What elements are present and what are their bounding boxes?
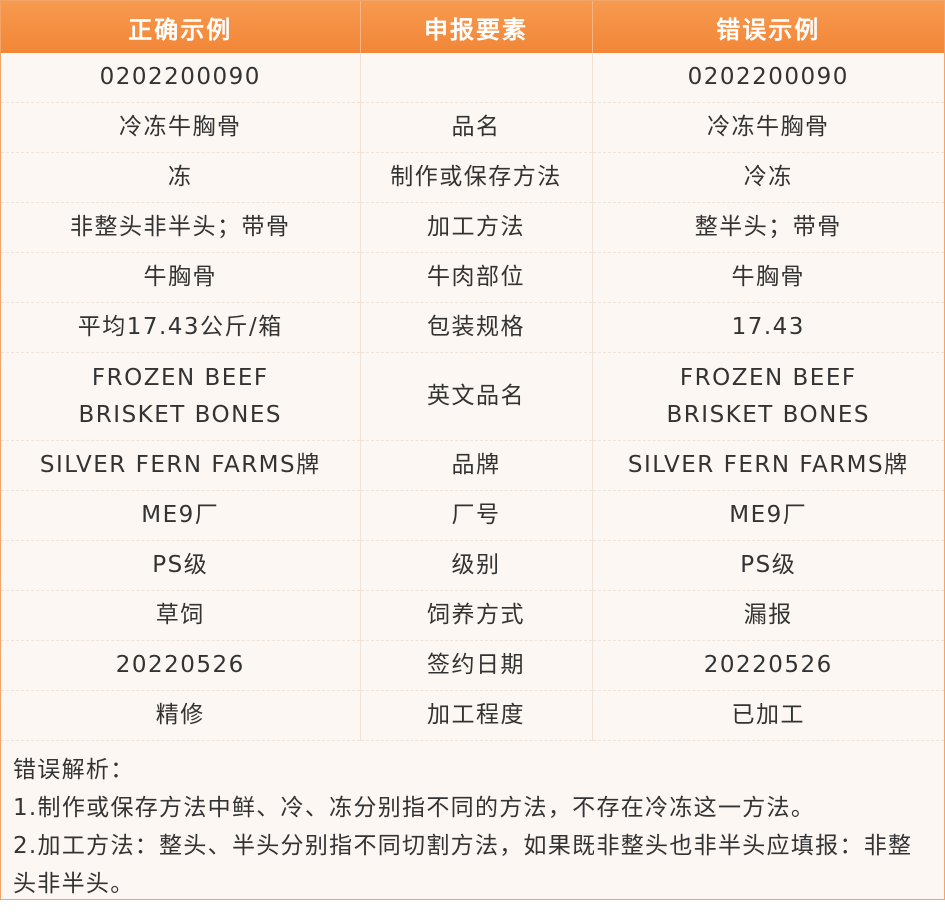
table-row: ME9厂 厂号 ME9厂 [1,490,944,541]
table-cell: 牛胸骨 [592,252,944,303]
table-cell: ME9厂 [592,490,944,541]
table-row: 牛胸骨 牛肉部位 牛胸骨 [1,252,944,303]
table-cell: 品牌 [360,440,593,491]
table-cell: 漏报 [592,590,944,641]
table-cell: 0202200090 [1,53,361,103]
table-row: 冻制作或保存方法 冷冻 [1,152,944,203]
header-cell: 正确示例 [1,1,361,53]
table-cell: 牛肉部位 [360,252,593,303]
table-row: 冷冻牛胸骨 品名 冷冻牛胸骨 [1,102,944,153]
table-cell: 签约日期 [360,640,593,691]
table-cell: 精修 [1,690,361,741]
table-cell: 加工方法 [360,202,593,253]
table: 正确示例 申报要素 错误示例 0202200090 0202200090 冷冻牛胸骨 品名… [1,1,944,741]
table-cell: SILVER FERN FARMS牌 [1,440,361,491]
table-cell: 制作或保存方法 [360,152,593,203]
table-row: 20220526 签约日期 20220526 [1,640,944,691]
note-item: 1.制作或保存方法中鲜、冷、冻分别指不同的方法，不存在冷冻这一方法。 [13,795,816,821]
table-cell: 冻 [1,152,361,203]
table-cell: ME9厂 [1,490,361,541]
table-row: PS级 级别 PS级 [1,540,944,591]
table-cell: 平均17.43公斤/箱 [1,302,361,353]
table-cell: 英文品名 [360,352,593,441]
header-row: 正确示例 申报要素 错误示例 [1,1,944,53]
table-row: 非整头非半头；带骨 加工方法 整半头；带骨 [1,202,944,253]
header-cell: 申报要素 [360,1,593,53]
table-cell: 0202200090 [592,53,944,103]
table-cell: 饲养方式 [360,590,593,641]
table-cell: 草饲 [1,590,361,641]
cell-line: FROZEN BEEF [679,364,857,391]
table-row: 精修 加工程度 已加工 [1,690,944,741]
table-cell: 冷冻牛胸骨 [592,102,944,153]
cell-line: FROZEN BEEF [91,364,269,391]
table-cell: 厂号 [360,490,593,541]
table-row: 草饲 饲养方式 漏报 [1,590,944,641]
notes-title: 错误解析： [13,757,135,783]
table-row: SILVER FERN FARMS牌 品牌 SILVER FERN FARMS牌 [1,440,944,491]
table-cell: 20220526 [592,640,944,691]
table-cell: FROZEN BEEF BRISKET BONES [1,352,361,441]
table-cell: 包装规格 [360,302,593,353]
cell-line: BRISKET BONES [78,401,282,428]
table-cell [360,53,593,103]
note-item: 2.加工方法：整头、半头分别指不同切割方法，如果既非整头也非半头应填报：非整头非… [13,833,913,897]
table-cell: 级别 [360,540,593,591]
table-cell: SILVER FERN FARMS牌 [592,440,944,491]
table-row: FROZEN BEEF BRISKET BONES 英文品名 FROZEN BEEF B… [1,352,944,441]
table-cell: FROZEN BEEF BRISKET BONES [592,352,944,441]
table-cell: PS级 [1,540,361,591]
table-row: 平均17.43公斤/箱 包装规格 17.43 [1,302,944,353]
table-cell: 牛胸骨 [1,252,361,303]
table-row: 0202200090 0202200090 [1,53,944,103]
table-cell: 20220526 [1,640,361,691]
table-cell: 品名 [360,102,593,153]
table-cell: 已加工 [592,690,944,741]
notes: 错误解析： 1.制作或保存方法中鲜、冷、冻分别指不同的方法，不存在冷冻这一方法。… [1,741,944,913]
table-cell: 冷冻牛胸骨 [1,102,361,153]
cell-line: BRISKET BONES [666,401,870,428]
table-cell: 加工程度 [360,690,593,741]
table-cell: 整半头；带骨 [592,202,944,253]
table-cell: PS级 [592,540,944,591]
table-cell: 冷冻 [592,152,944,203]
table-cell: 非整头非半头；带骨 [1,202,361,253]
header-cell: 错误示例 [592,1,944,53]
table-cell: 17.43 [592,302,944,353]
